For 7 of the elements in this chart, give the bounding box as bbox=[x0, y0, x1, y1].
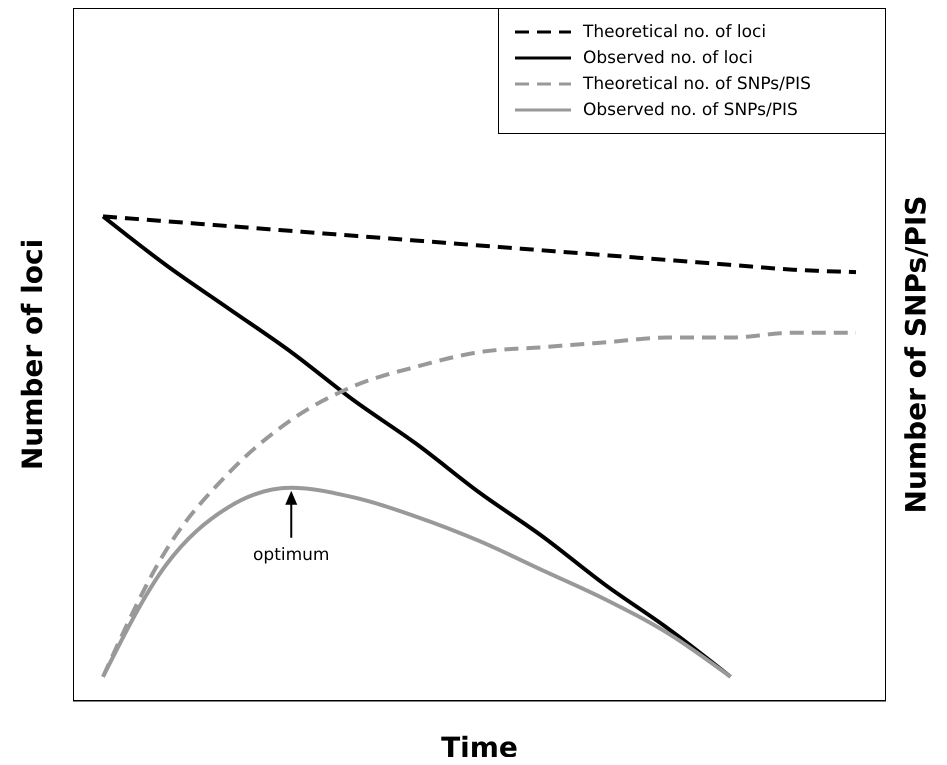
annotation: optimum bbox=[253, 544, 330, 565]
legend-label: Observed no. of loci bbox=[583, 47, 753, 70]
legend-label: Theoretical no. of loci bbox=[583, 21, 766, 44]
legend-label: Observed no. of SNPs/PIS bbox=[583, 99, 798, 122]
legend-label: Theoretical no. of SNPs/PIS bbox=[583, 73, 811, 96]
y-axis-title: Number of loci bbox=[16, 238, 50, 470]
y2-axis-title: Number of SNPs/PIS bbox=[900, 196, 932, 514]
